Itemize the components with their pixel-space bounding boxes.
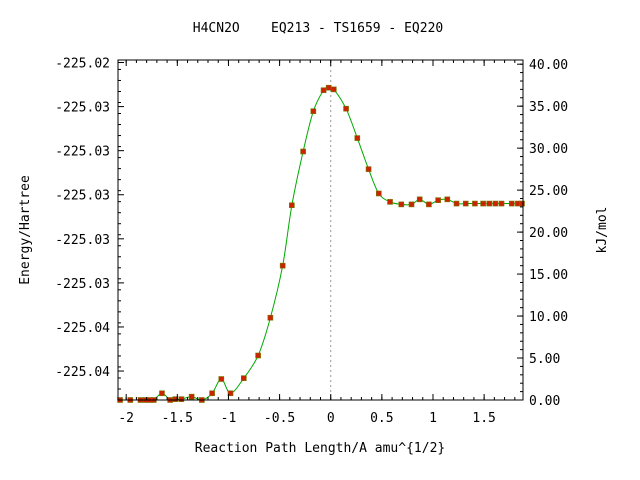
data-point — [472, 200, 478, 207]
y-right-tick-label: 25.00 — [529, 184, 568, 199]
data-point — [300, 148, 306, 155]
data-point — [330, 86, 337, 93]
chart-title: H4CN2O EQ213 - TS1659 - EQ220 — [193, 21, 443, 36]
x-tick-label: -1.5 — [162, 411, 193, 426]
data-point — [289, 202, 295, 209]
energy-curve — [120, 86, 522, 401]
data-point — [486, 200, 493, 207]
data-point — [267, 314, 274, 321]
y-left-tick-label: -225.02 — [55, 57, 110, 72]
x-tick-label: -0.5 — [264, 411, 295, 426]
x-tick-label: 1 — [429, 411, 437, 426]
y-axis-left-label: Energy/Hartree — [18, 175, 33, 285]
data-point — [444, 196, 451, 203]
data-point — [387, 199, 393, 205]
data-point — [365, 166, 372, 172]
y-left-tick-label: -225.03 — [55, 189, 110, 204]
y-right-tick-label: 0.00 — [529, 394, 560, 409]
data-point — [508, 200, 515, 207]
data-point — [480, 200, 486, 207]
data-point — [188, 393, 195, 400]
data-point — [159, 390, 165, 397]
data-point — [453, 200, 460, 207]
y-left-tick-label: -225.03 — [55, 145, 110, 160]
y-left-tick-label: -225.04 — [55, 321, 110, 336]
y-right-tick-label: 40.00 — [529, 58, 568, 73]
data-point — [354, 135, 361, 141]
data-point — [240, 375, 247, 381]
x-tick-label: 0.5 — [370, 411, 393, 426]
data-point — [279, 262, 286, 269]
y-right-tick-label: 30.00 — [529, 142, 568, 157]
data-point — [492, 200, 499, 207]
data-point — [398, 201, 405, 208]
y-left-tick-label: -225.04 — [55, 365, 110, 380]
data-point — [218, 376, 225, 382]
y-right-tick-label: 15.00 — [529, 268, 568, 283]
data-point — [519, 200, 525, 207]
data-point — [209, 390, 215, 397]
data-point — [375, 190, 382, 197]
plot-frame — [117, 59, 524, 401]
y-right-tick-label: 10.00 — [529, 310, 568, 325]
data-point — [462, 200, 469, 207]
y-right-tick-label: 20.00 — [529, 226, 568, 241]
x-tick-label: -1 — [221, 411, 237, 426]
data-point — [178, 396, 185, 402]
x-tick-label: 0 — [327, 411, 335, 426]
data-point — [498, 200, 505, 207]
plot-area — [117, 60, 525, 403]
x-axis-label: Reaction Path Length/A amu^{1/2} — [195, 441, 445, 456]
data-point — [320, 87, 327, 94]
data-point — [325, 84, 332, 91]
y-left-tick-label: -225.03 — [55, 233, 110, 248]
x-tick-label: 1.5 — [472, 411, 495, 426]
y-right-tick-label: 5.00 — [529, 352, 560, 367]
y-right-tick-label: 35.00 — [529, 100, 568, 115]
data-point — [343, 105, 349, 112]
data-point — [227, 390, 234, 397]
data-point — [255, 352, 261, 359]
data-point — [426, 201, 432, 208]
data-point — [416, 196, 423, 203]
y-left-tick-label: -225.03 — [55, 277, 110, 292]
x-tick-label: -2 — [118, 411, 134, 426]
y-axis-right-label: kJ/mol — [595, 207, 610, 254]
data-point — [408, 201, 415, 208]
data-point — [310, 108, 317, 115]
data-point — [435, 197, 441, 203]
axes: -2 -1.5 -1 -0.5 0 0.5 1 1.5 -225.02 -225.03 -225.0… — [55, 57, 568, 426]
y-left-tick-label: -225.03 — [55, 101, 110, 116]
